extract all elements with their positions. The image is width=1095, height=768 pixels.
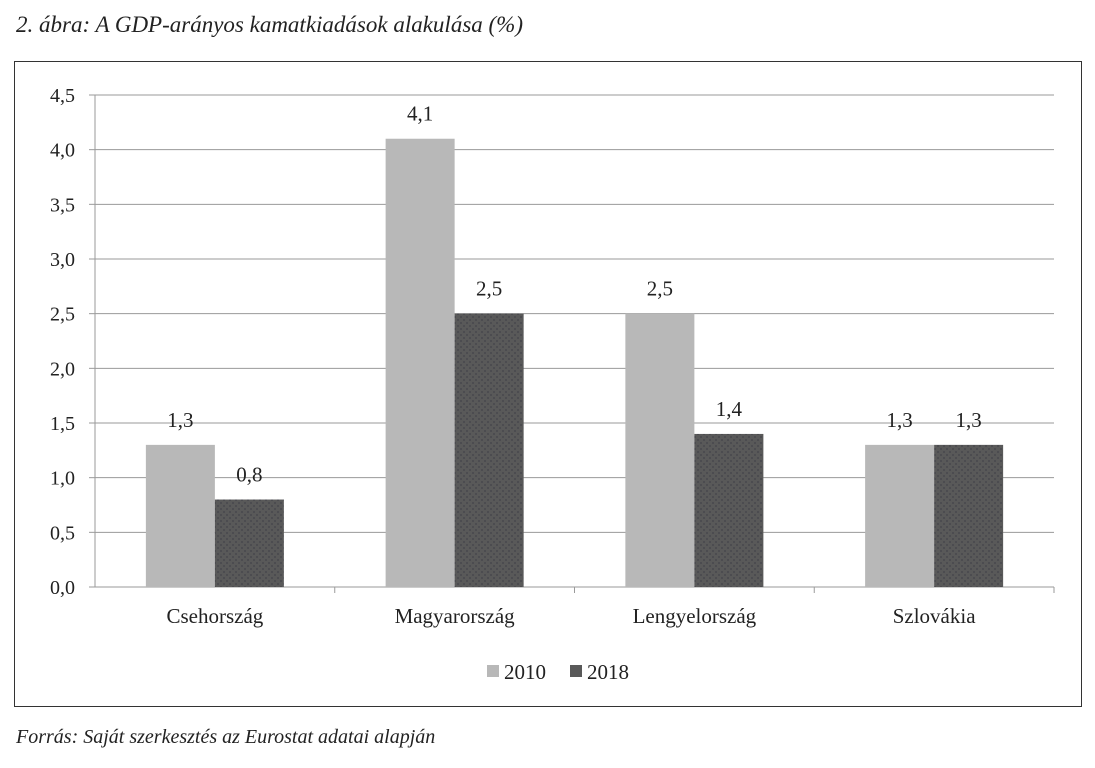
y-tick-label: 0,0 xyxy=(50,577,75,599)
bar-2010 xyxy=(385,138,455,587)
y-tick-label: 1,0 xyxy=(50,468,75,490)
bar-2010 xyxy=(145,444,215,587)
legend-swatch-2010 xyxy=(487,665,499,677)
y-tick-label: 4,0 xyxy=(50,140,75,162)
legend-label: 2018 xyxy=(587,660,629,684)
data-label: 4,1 xyxy=(407,102,433,126)
data-label: 1,3 xyxy=(956,408,982,432)
data-label: 2,5 xyxy=(647,277,673,301)
x-tick-label: Szlovákia xyxy=(893,604,976,628)
x-tick-label: Lengyelország xyxy=(633,604,757,628)
y-tick-label: 3,0 xyxy=(50,249,75,271)
y-tick-label: 1,5 xyxy=(50,413,75,435)
source-note: Forrás: Saját szerkesztés az Eurostat ad… xyxy=(16,726,436,748)
y-tick-label: 4,5 xyxy=(50,85,75,107)
y-tick-label: 2,5 xyxy=(50,304,75,326)
data-label: 1,3 xyxy=(887,408,913,432)
y-tick-label: 0,5 xyxy=(50,522,75,544)
bar-2018 xyxy=(214,499,284,587)
bar-2018 xyxy=(454,313,524,587)
bar-2010 xyxy=(865,444,935,587)
figure-title: 2. ábra: A GDP-arányos kamatkiadások ala… xyxy=(16,12,523,37)
legend-swatch-2018 xyxy=(570,665,582,677)
chart-frame xyxy=(14,61,1082,707)
bar-2010 xyxy=(625,313,695,587)
y-tick-label: 3,5 xyxy=(50,194,75,216)
x-tick-label: Magyarország xyxy=(395,604,516,628)
x-tick-label: Csehország xyxy=(166,604,263,628)
data-label: 2,5 xyxy=(476,277,502,301)
legend-label: 2010 xyxy=(504,660,546,684)
data-label: 1,3 xyxy=(167,408,193,432)
data-label: 0,8 xyxy=(236,463,262,487)
bar-2018 xyxy=(694,433,764,587)
y-tick-label: 2,0 xyxy=(50,358,75,380)
data-label: 1,4 xyxy=(716,397,743,421)
bar-2018 xyxy=(934,444,1004,587)
